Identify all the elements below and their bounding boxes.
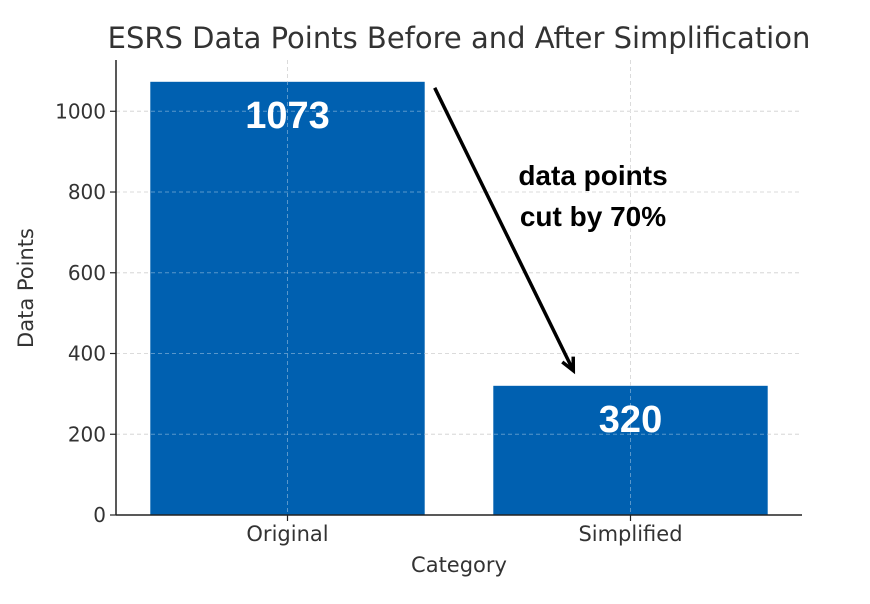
y-tick-label: 1000 xyxy=(55,99,106,123)
data-labels: 1073 320 xyxy=(245,95,662,441)
annotation: data points cut by 70% xyxy=(433,87,668,375)
y-tick-label: 0 xyxy=(93,503,106,527)
bars xyxy=(150,81,768,515)
bar-original xyxy=(150,81,425,515)
bar-simplified xyxy=(493,385,768,515)
annotation-text: data points xyxy=(518,160,667,191)
annotation-text: cut by 70% xyxy=(520,201,666,232)
x-tick-label: Simplified xyxy=(578,522,682,546)
annotation-arrow-shaft xyxy=(433,87,575,372)
y-tick-label: 800 xyxy=(68,180,106,204)
grid-overlay xyxy=(116,60,802,515)
chart-title: ESRS Data Points Before and After Simpli… xyxy=(108,21,811,55)
data-label: 320 xyxy=(599,399,662,441)
y-tick-label: 200 xyxy=(68,422,106,446)
y-axis-label: Data Points xyxy=(14,228,38,348)
y-tick-label: 400 xyxy=(68,342,106,366)
x-axis-label: Category xyxy=(411,553,507,577)
data-label: 1073 xyxy=(245,95,330,137)
x-tick-label: Original xyxy=(246,522,328,546)
annotation-arrow-head xyxy=(561,356,576,375)
y-tick-label: 600 xyxy=(68,261,106,285)
axes: 0 200 400 600 800 1000 Original Simplified xyxy=(55,60,802,546)
